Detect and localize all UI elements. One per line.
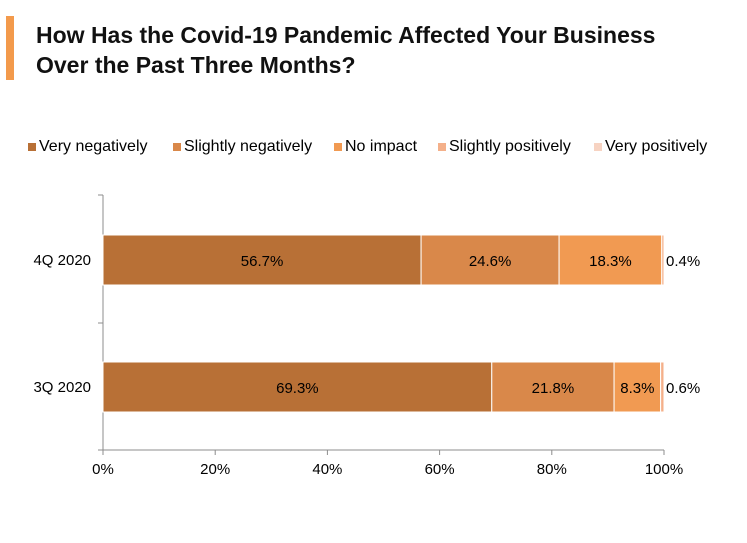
data-label-4q-2020-slightly-negatively: 24.6% [469,253,512,270]
data-label-4q-2020-very-negatively: 56.7% [241,253,284,270]
title-accent-bar [6,16,14,80]
data-label-3q-2020-very-negatively: 69.3% [276,380,319,397]
x-tick-label-5: 100% [645,461,683,478]
data-label-4q-2020-slightly-positively: 0.4% [666,253,700,270]
legend-swatch-slightly-positively [438,143,446,151]
bar-4q-2020-slightly-positively [661,234,665,286]
bar-4q-2020-very-negatively [102,234,422,286]
legend-label-slightly-negatively: Slightly negatively [184,138,313,155]
x-tick-label-0: 0% [92,461,114,478]
category-label-4q-2020: 4Q 2020 [33,252,91,269]
bar-3q-2020-slightly-negatively [491,361,615,413]
chart-legend: Very negatively Slightly negatively No i… [28,137,740,157]
data-label-3q-2020-no-impact: 8.3% [620,380,654,397]
bar-3q-2020-no-impact [613,361,662,413]
x-tick-label-2: 40% [312,461,342,478]
x-tick-label-1: 20% [200,461,230,478]
x-tick-label-3: 60% [425,461,455,478]
bar-4q-2020-slightly-negatively [420,234,560,286]
bar-3q-2020-slightly-positively [660,361,665,413]
legend-label-slightly-positively: Slightly positively [449,138,571,155]
data-label-3q-2020-slightly-positively: 0.6% [666,380,700,397]
chart-title-line-2: Over the Past Three Months? [36,52,356,78]
category-label-3q-2020: 3Q 2020 [33,379,91,396]
bar-4q-2020-no-impact [558,234,663,286]
legend-label-no-impact: No impact [345,138,418,155]
legend-label-very-negatively: Very negatively [39,138,148,155]
chart-title-line-1: How Has the Covid-19 Pandemic Affected Y… [36,22,656,48]
data-label-3q-2020-slightly-negatively: 21.8% [532,380,575,397]
legend-swatch-very-positively [594,143,602,151]
legend-swatch-no-impact [334,143,342,151]
bar-3q-2020-very-negatively [102,361,493,413]
legend-swatch-very-negatively [28,143,36,151]
legend-label-very-positively: Very positively [605,138,708,155]
x-tick-label-4: 80% [537,461,567,478]
data-label-4q-2020-no-impact: 18.3% [589,253,632,270]
legend-swatch-slightly-negatively [173,143,181,151]
chart-title: How Has the Covid-19 Pandemic Affected Y… [36,20,736,80]
